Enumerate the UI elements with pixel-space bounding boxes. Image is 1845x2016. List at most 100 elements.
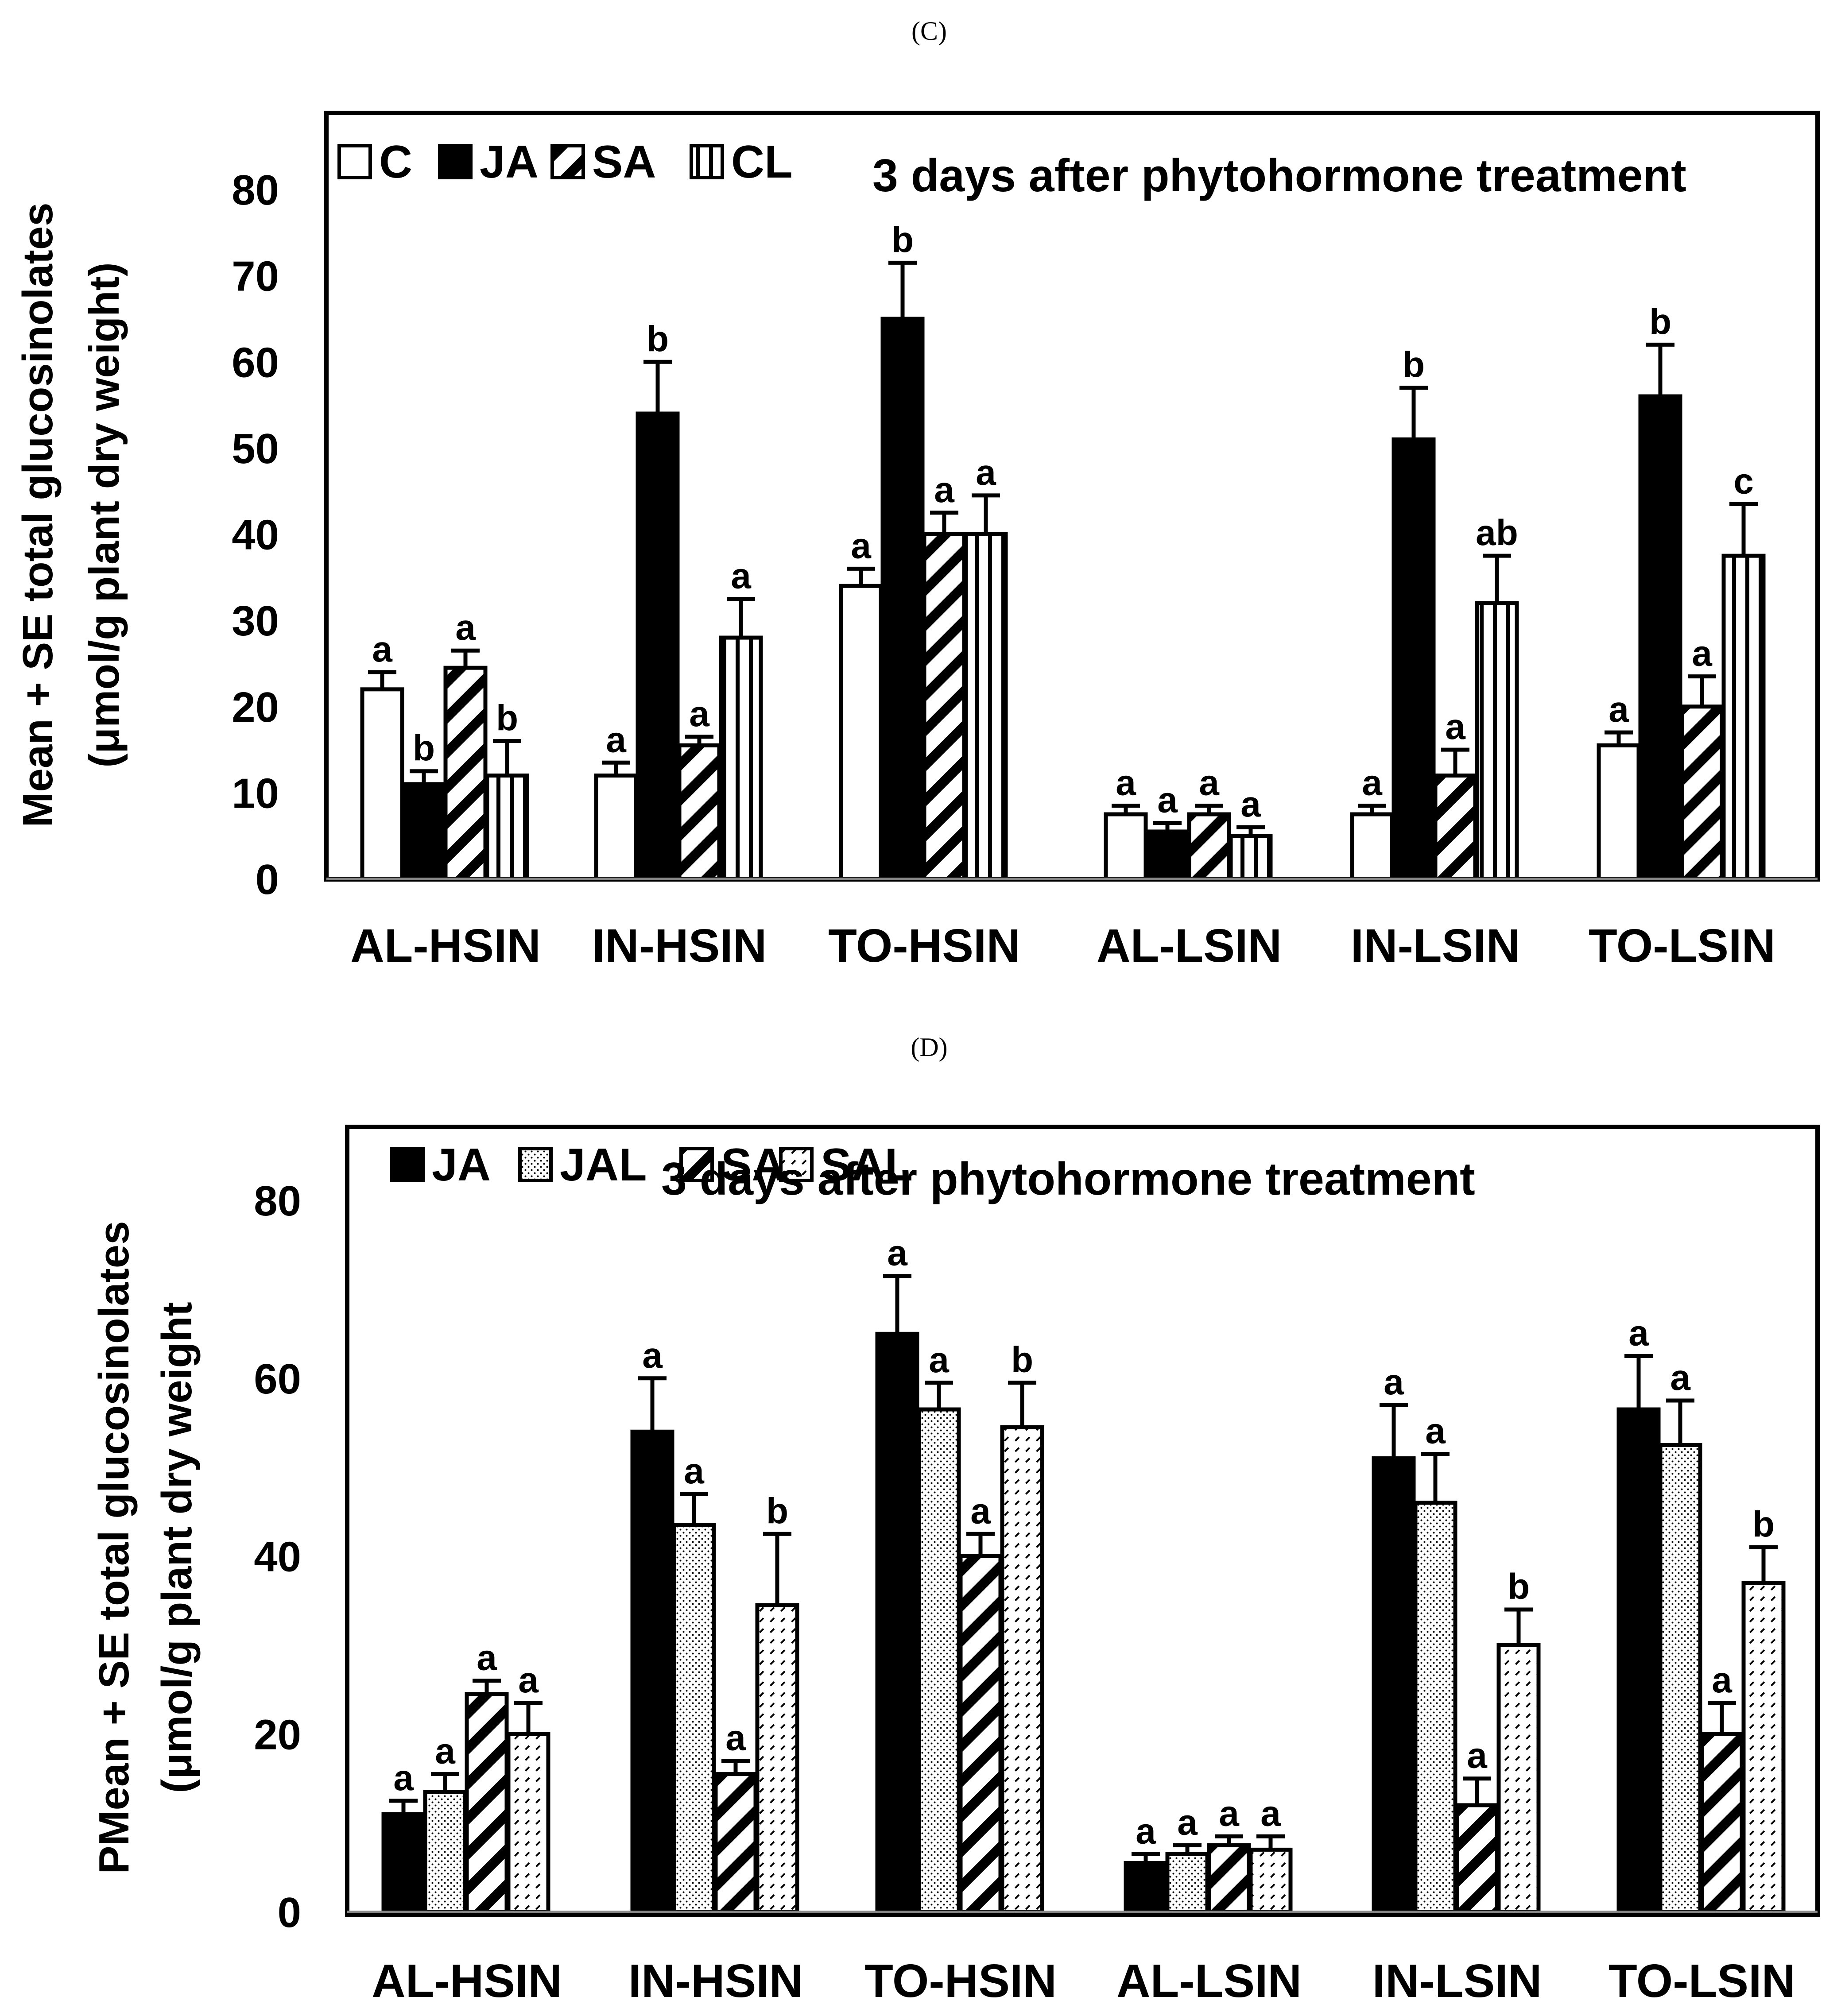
legend-swatch-c	[337, 144, 372, 179]
bar-cl	[1721, 553, 1766, 881]
significance-letter: a	[477, 1638, 497, 1678]
x-tick-label: TO-LSIN	[1589, 920, 1775, 972]
y-axis-label-d-line2: (μmol/g plant dry weight	[153, 1302, 201, 1793]
bar-sa	[922, 532, 966, 881]
bar-ja	[1638, 394, 1682, 881]
y-tick-label: 10	[232, 770, 279, 817]
y-tick-label: 30	[232, 597, 279, 645]
legend-label-jal: JAL	[560, 1139, 647, 1191]
legend-swatch-jal	[518, 1147, 553, 1182]
significance-letter: a	[1384, 1362, 1404, 1402]
y-tick-label: 0	[278, 1889, 301, 1936]
significance-letter: a	[1116, 763, 1136, 803]
y-axis-label-c-line1: Mean + SE total glucosinolates	[14, 203, 62, 828]
bar-sa	[1207, 1843, 1251, 1914]
significance-letter: a	[518, 1660, 539, 1700]
bar-sal	[1248, 1847, 1293, 1914]
bar-ja	[875, 1331, 919, 1914]
y-tick-label: 70	[232, 253, 279, 300]
legend-label-sal: SAL	[821, 1139, 913, 1191]
chart-panel-d: (D) PMean + SE total glucosinolates (μmo…	[90, 1033, 1820, 2007]
bar-ja	[1145, 829, 1190, 881]
x-tick-label: IN-LSIN	[1351, 920, 1520, 972]
legend-swatch-cl	[690, 144, 724, 179]
bar-sal	[755, 1603, 799, 1914]
bar-ja	[1124, 1861, 1168, 1914]
plot-frame-d	[345, 1125, 1820, 1917]
significance-letter: a	[1670, 1358, 1691, 1398]
panel-label-d: (D)	[911, 1033, 947, 1062]
y-tick-label: 20	[232, 684, 279, 731]
significance-letter: a	[1467, 1736, 1488, 1776]
legend-label-ja: JA	[432, 1139, 491, 1191]
y-tick-label: 20	[254, 1711, 301, 1758]
significance-letter: a	[1136, 1811, 1156, 1851]
significance-letter: a	[934, 470, 955, 510]
significance-letter: b	[413, 728, 435, 769]
x-tick-label: TO-HSIN	[828, 920, 1020, 972]
bars-d: 020406080aaaaaaaaaaaaaaaaaaabbabbAL-HSIN…	[254, 1177, 1818, 2007]
significance-letter: a	[1692, 634, 1713, 674]
bar-cl	[485, 773, 529, 881]
bar-cl	[1229, 834, 1273, 881]
bar-sal	[1000, 1425, 1044, 1914]
y-tick-label: 80	[232, 166, 279, 214]
bar-c	[1350, 812, 1394, 881]
chart-title-d: 3 days after phytohormone treatment	[661, 1153, 1475, 1205]
bar-sa	[1680, 704, 1724, 881]
significance-letter: a	[1240, 784, 1261, 824]
bar-c	[1104, 812, 1148, 881]
bar-c	[360, 687, 404, 881]
bar-ja	[1392, 437, 1436, 881]
y-axis-label-c-line2: (μmol/g plant dry weight)	[81, 262, 128, 767]
bar-sa	[1700, 1732, 1744, 1914]
bar-ja	[402, 782, 446, 881]
bar-jal	[1413, 1501, 1457, 1914]
significance-letter: b	[496, 698, 518, 739]
x-tick-label: TO-LSIN	[1609, 1955, 1795, 2007]
legend-label-ja: JA	[480, 136, 539, 188]
significance-letter: a	[606, 720, 627, 760]
legend-c: C JA SA CL	[337, 136, 793, 188]
legend-label-c: C	[379, 136, 412, 188]
significance-letter: b	[1011, 1340, 1033, 1380]
bar-sa	[1455, 1803, 1499, 1914]
legend-label-sa: SA	[592, 136, 656, 188]
bar-jal	[423, 1790, 467, 1914]
significance-letter: c	[1733, 461, 1754, 501]
x-tick-label: IN-LSIN	[1372, 1955, 1542, 2007]
significance-letter: b	[891, 220, 914, 260]
significance-letter: a	[887, 1233, 908, 1273]
bar-jal	[1658, 1443, 1702, 1914]
bar-sa	[1187, 812, 1231, 881]
bar-sal	[506, 1732, 550, 1914]
y-axis-label-d-line1: PMean + SE total glucosinolates	[90, 1221, 138, 1874]
significance-letter: b	[1752, 1504, 1775, 1544]
y-tick-label: 60	[232, 339, 279, 386]
significance-letter: a	[1712, 1660, 1733, 1700]
significance-letter: a	[642, 1335, 663, 1376]
bar-jal	[672, 1523, 716, 1914]
significance-letter: a	[929, 1340, 950, 1380]
significance-letter: b	[1649, 302, 1671, 342]
legend-label-sa: SA	[721, 1139, 785, 1191]
legend-swatch-ja	[438, 144, 473, 179]
significance-letter: a	[725, 1718, 746, 1758]
bar-c	[1597, 743, 1641, 881]
x-tick-label: TO-HSIN	[864, 1955, 1057, 2007]
x-tick-label: IN-HSIN	[628, 1955, 803, 2007]
bar-ja	[636, 411, 680, 881]
bar-ja	[1372, 1456, 1416, 1914]
significance-letter: a	[851, 526, 872, 566]
significance-letter: b	[766, 1491, 788, 1531]
bar-ja	[630, 1429, 674, 1914]
bar-sa	[677, 743, 721, 881]
significance-letter: a	[1445, 707, 1466, 747]
significance-letter: a	[1157, 780, 1178, 820]
bar-sa	[1433, 773, 1477, 881]
bar-ja	[381, 1812, 426, 1914]
x-tick-label: IN-HSIN	[592, 920, 767, 972]
bar-sa	[465, 1692, 509, 1914]
panel-label-c: (C)	[911, 16, 947, 46]
